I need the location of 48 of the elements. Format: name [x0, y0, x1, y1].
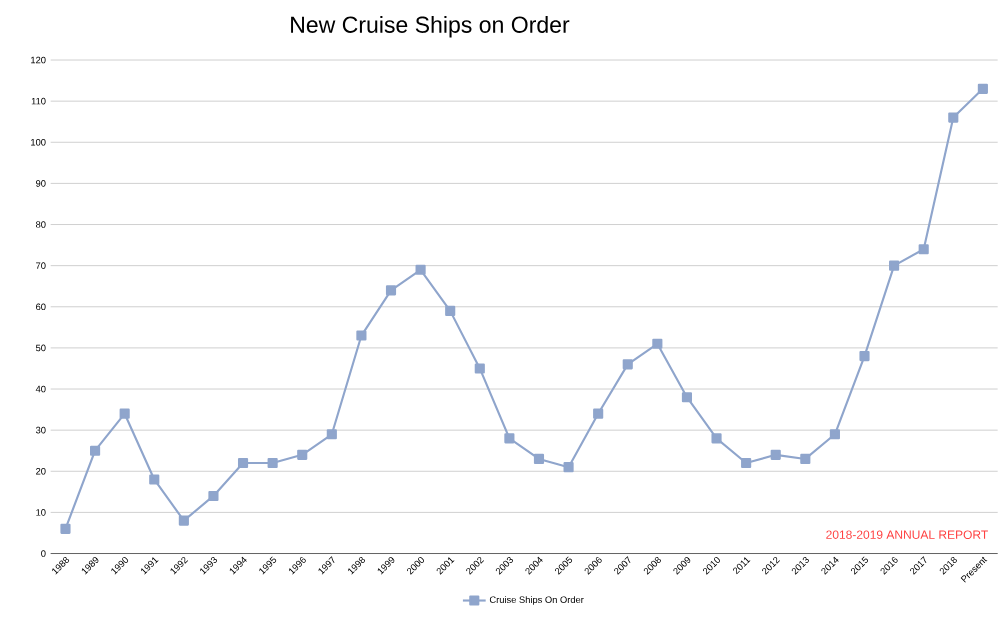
y-tick-label: 10	[36, 508, 46, 516]
y-tick-label: 110	[31, 97, 46, 105]
point	[711, 433, 722, 444]
point	[178, 515, 189, 526]
point	[918, 244, 929, 255]
y-tick-label: 0	[41, 550, 46, 557]
point	[326, 429, 337, 440]
point	[593, 408, 604, 419]
point	[829, 429, 840, 440]
point	[90, 445, 101, 456]
point	[977, 83, 988, 94]
y-tick-label: 20	[36, 467, 46, 475]
y-tick-label: 60	[36, 303, 46, 310]
point	[652, 338, 663, 349]
point	[622, 359, 633, 370]
point	[297, 449, 308, 460]
point	[889, 260, 900, 271]
point	[415, 264, 426, 275]
annotation: 2018-2019 ANNUAL REPORT	[826, 530, 988, 539]
point	[385, 285, 397, 296]
point	[445, 305, 456, 316]
y-tick-label: 80	[35, 221, 46, 228]
point	[504, 433, 515, 444]
point	[563, 461, 574, 473]
y-tick-label: 30	[35, 426, 46, 434]
point	[741, 457, 752, 468]
point	[800, 453, 811, 464]
point	[859, 350, 870, 362]
y-tick-label: 70	[36, 262, 46, 269]
point	[356, 330, 367, 341]
point	[770, 449, 781, 460]
chart-title: New Cruise Ships on Order	[291, 15, 570, 38]
point	[474, 363, 485, 374]
y-tick-label: 40	[35, 385, 46, 393]
point	[267, 457, 278, 468]
point	[149, 474, 160, 485]
point	[60, 523, 71, 534]
y-tick-label: 90	[36, 179, 46, 187]
legend-label: Cruise Ships On Order	[489, 596, 584, 605]
y-tick-label: 50	[35, 344, 46, 352]
y-tick-label: 100	[31, 138, 46, 146]
point	[533, 453, 545, 464]
y-tick-label: 120	[31, 56, 46, 64]
point	[948, 112, 959, 123]
point	[208, 490, 219, 501]
point	[681, 392, 693, 403]
point	[237, 457, 249, 468]
point	[119, 408, 130, 419]
